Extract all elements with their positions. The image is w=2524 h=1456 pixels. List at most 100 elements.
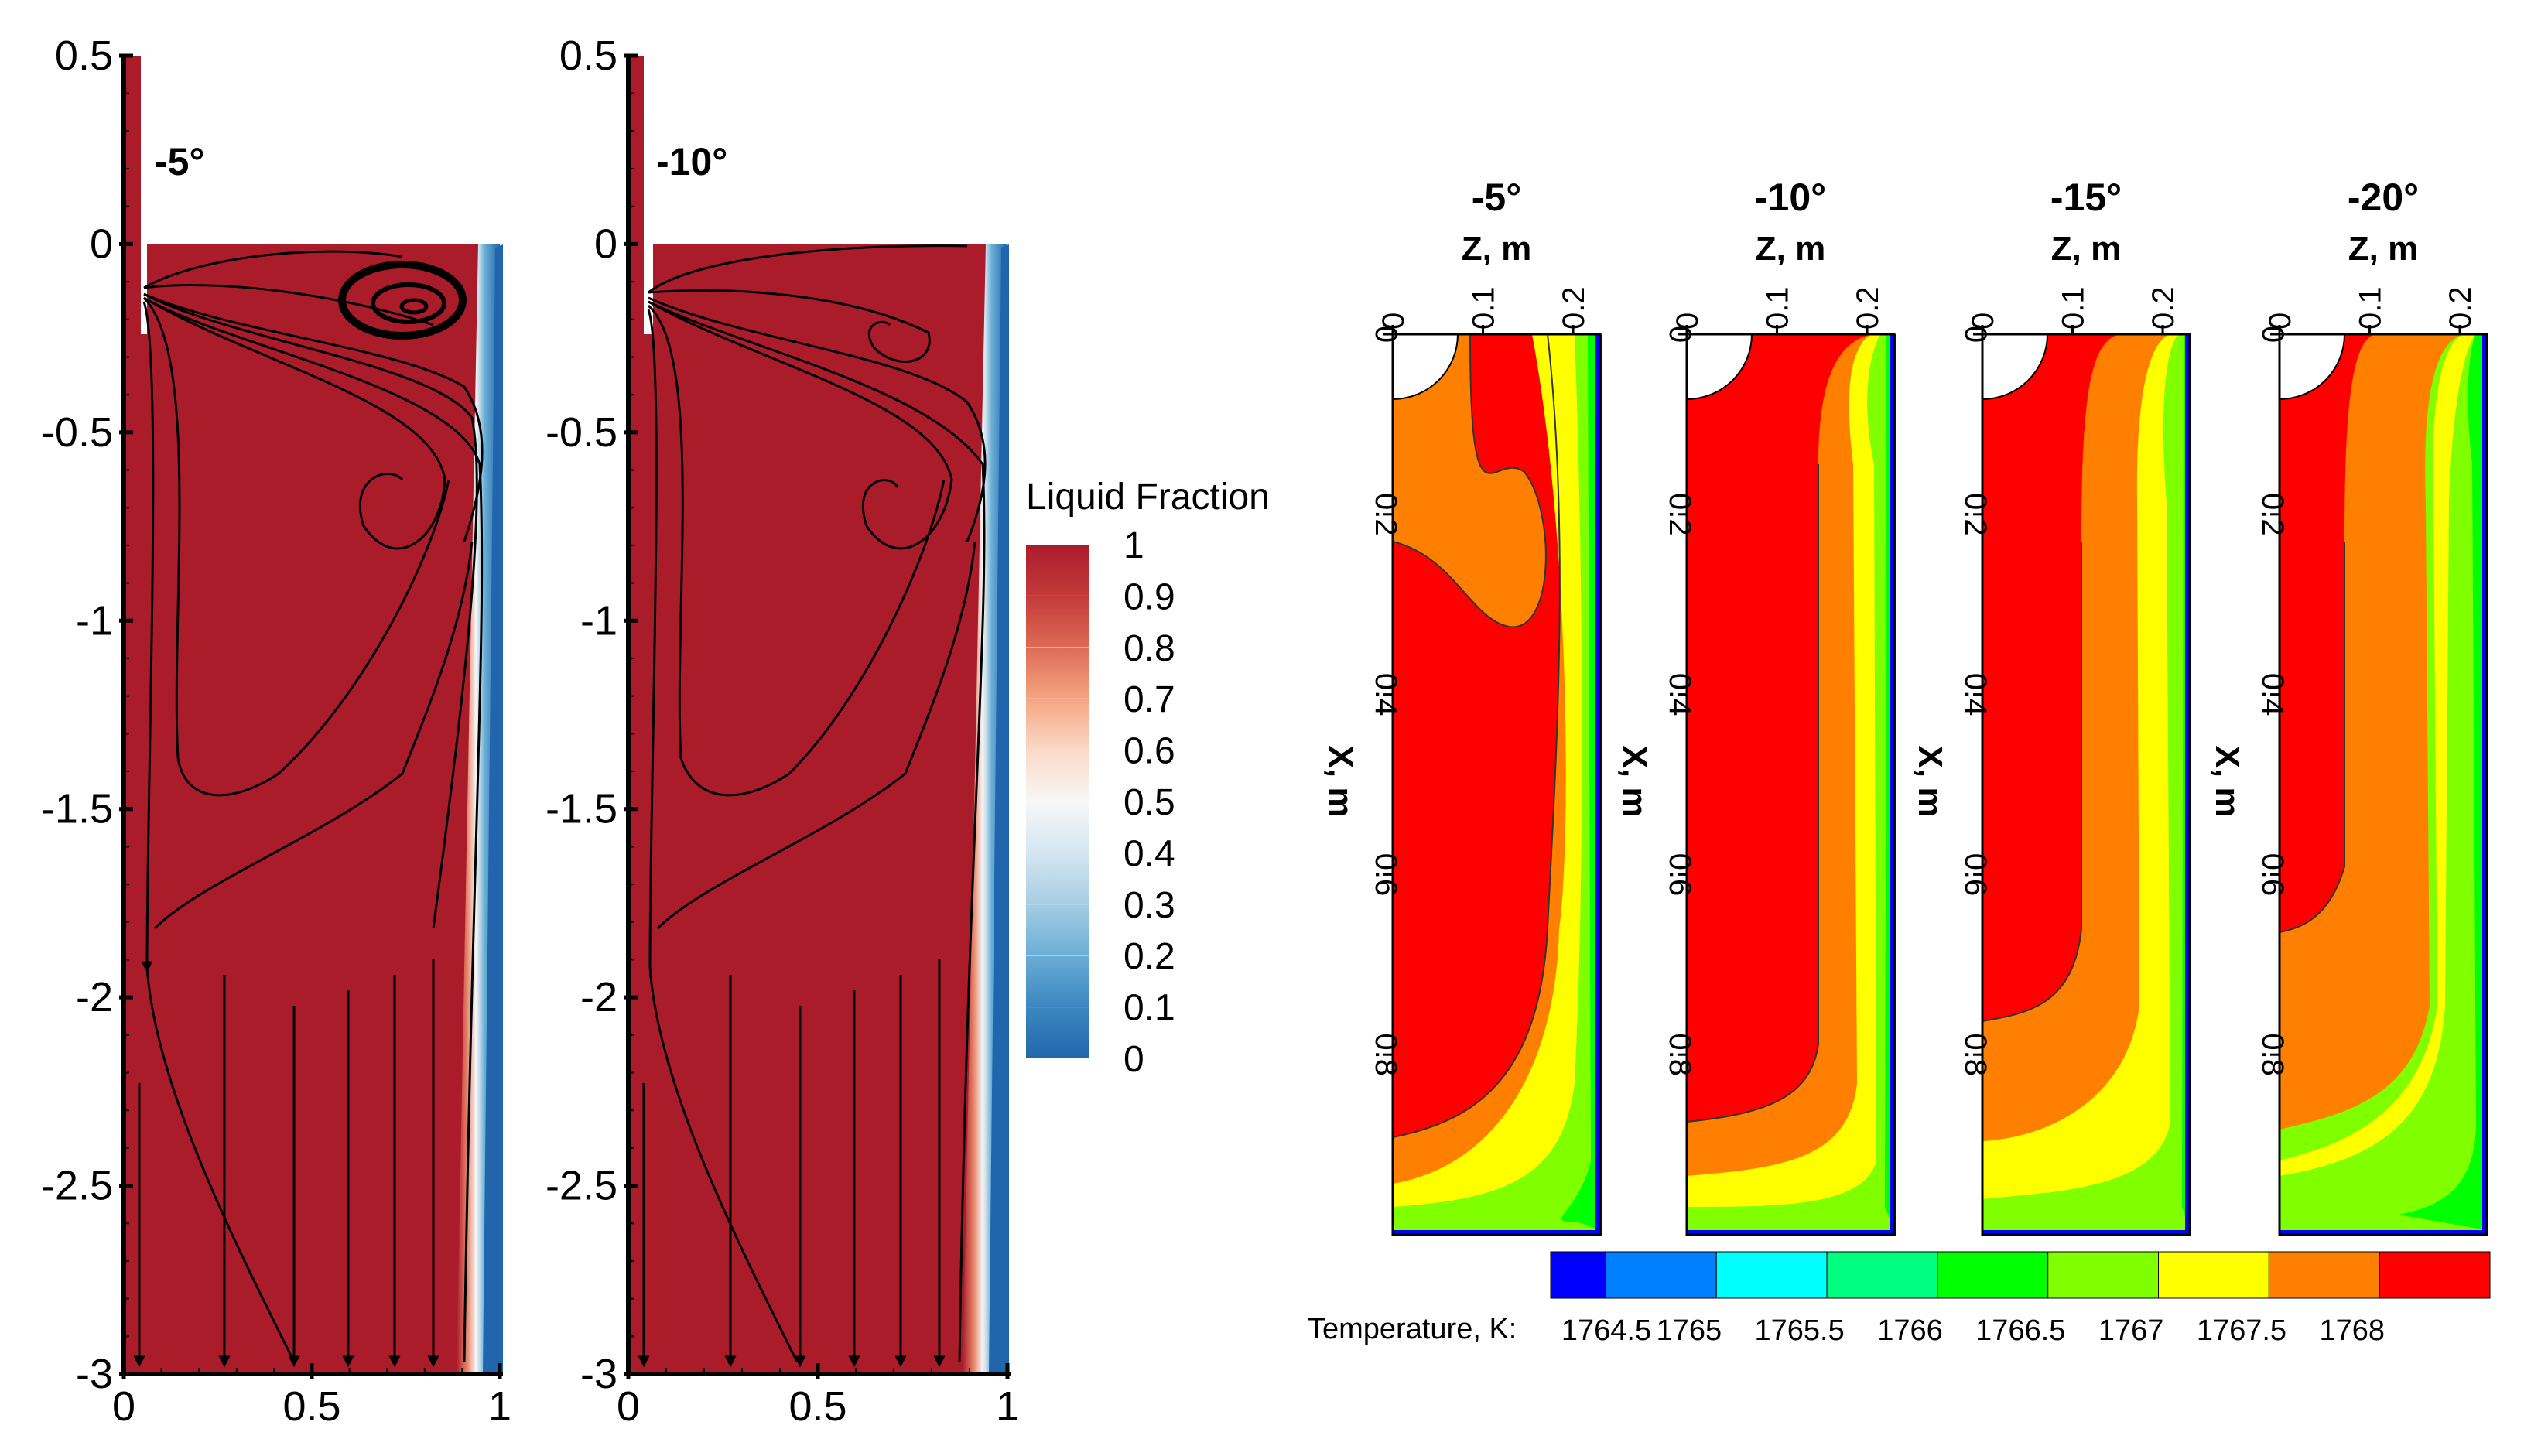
temp-colorbar-bin-4 [1937, 1251, 2049, 1299]
liquid-colorbar-tick-1: 0.9 [1123, 576, 1175, 617]
temp-ylabel-2: X, m [1616, 746, 1654, 818]
temp-nozzle-4 [2279, 333, 2346, 401]
temp-xlabel-2: Z, m [1756, 230, 1825, 268]
liquid-panel-title-2: -10° [656, 140, 727, 183]
liquid-panel-2 [626, 56, 1011, 1376]
temp-wall-2 [1890, 334, 1896, 1235]
temp-xtick-label-4-2: 0.4 [2256, 673, 2290, 716]
liquid-colorbar: Liquid Fraction 1 0.9 0.8 0.7 0.6 0.5 0.4 0.3 0.… [1026, 477, 1270, 1080]
temp-xtick-label-3-3: 0.6 [1958, 853, 1992, 897]
temp-panel-3 [1982, 333, 2191, 1236]
temp-xlabel-4: Z, m [2348, 230, 2418, 268]
liquid-ytick-label-2-0: 0.5 [559, 32, 617, 79]
temp-colorbar-tick-1: 1765 [1657, 1314, 1722, 1347]
streamlines-2 [638, 244, 987, 1368]
temp-colorbar-tick-6: 1767.5 [2197, 1314, 2286, 1347]
temperature-colorbar-title: Temperature, K: [1308, 1313, 1517, 1345]
liquid-ytick-label-1-5: -2 [76, 974, 113, 1020]
liquid-ytick-label-2-1: 0 [594, 220, 617, 267]
temp-ztick-label-1-1: 0.1 [1467, 286, 1501, 330]
liquid-domain-1 [125, 56, 500, 1374]
temp-colorbar-tick-5: 1767 [2098, 1314, 2164, 1347]
temp-frame-1 [1391, 333, 1602, 1236]
liquid-ytick-label-1-0: 0.5 [55, 32, 113, 79]
temperature-panels [1392, 333, 2488, 1236]
liquid-domain-2 [630, 56, 1007, 1374]
temp-xtick-label-1-4: 0.8 [1369, 1033, 1403, 1076]
temp-nozzle-3 [1982, 333, 2049, 401]
temp-ztick-label-1-2: 0.2 [1557, 286, 1591, 330]
liquid-colorbar-tick-8: 0.2 [1123, 936, 1175, 977]
temp-wall-bottom-2 [1687, 1230, 1896, 1236]
liquid-xtick-label-2-1: 0.5 [788, 1383, 846, 1430]
temperature-axes: -5° Z, m 0 0.1 0.2 0 0.2 0.4 0.6 0.8 X, m -10° Z, m 0… [1322, 176, 2488, 1236]
temp-colorbar-bin-3 [1826, 1251, 1938, 1299]
temp-xtick-label-1-3: 0.6 [1369, 853, 1403, 897]
temp-panel-title-2: -10° [1755, 176, 1826, 219]
temp-xtick-label-1-0: 0 [1369, 326, 1403, 343]
temp-wall-4 [2482, 334, 2488, 1235]
liquid-colorbar-tick-10: 0 [1123, 1039, 1144, 1080]
streamlines-1 [133, 250, 484, 1368]
temp-xtick-label-3-2: 0.4 [1958, 673, 1992, 716]
liquid-ytick-label-2-7: -3 [580, 1351, 617, 1397]
liquid-ytick-label-2-4: -1.5 [545, 786, 617, 832]
temp-nozzle-1 [1392, 333, 1459, 401]
temp-ztick-label-3-0: 0 [1966, 313, 2000, 330]
temp-region-1767.75-2 [1687, 334, 1894, 1235]
temp-ylabel-4: X, m [2208, 746, 2246, 818]
temp-frame-2 [1685, 333, 1896, 1236]
temp-wall-bottom-4 [2279, 1230, 2488, 1236]
temp-ztick-label-4-2: 0.2 [2444, 286, 2478, 330]
liquid-ytick-label-2-6: -2.5 [545, 1163, 617, 1209]
temp-xtick-label-1-1: 0.2 [1369, 493, 1403, 536]
liquid-colorbar-tick-3: 0.7 [1123, 679, 1175, 720]
solid-edge-2 [989, 244, 1009, 1374]
temp-xtick-label-1-2: 0.4 [1369, 673, 1403, 716]
temp-ztick-label-4-0: 0 [2263, 313, 2297, 330]
temp-colorbar-bin-7 [2268, 1251, 2380, 1299]
liquid-colorbar-title: Liquid Fraction [1026, 477, 1270, 518]
temp-colorbar-tick-4: 1766.5 [1975, 1314, 2065, 1347]
temp-colorbar-bin-6 [2158, 1251, 2269, 1299]
temp-xtick-label-4-4: 0.8 [2256, 1033, 2290, 1076]
vortex-1 [338, 261, 467, 340]
temp-ylabel-1: X, m [1322, 746, 1359, 818]
liquid-ytick-label-1-4: -1.5 [41, 786, 113, 832]
temp-xtick-label-2-4: 0.8 [1663, 1033, 1697, 1076]
liquid-xtick-label-2-2: 1 [996, 1383, 1019, 1430]
temp-ztick-label-1-0: 0 [1377, 313, 1411, 330]
temp-panel-title-1: -5° [1472, 176, 1521, 219]
liquid-ytick-label-1-2: -0.5 [41, 409, 113, 456]
temp-panel-title-3: -15° [2050, 176, 2122, 219]
temp-xlabel-3: Z, m [2051, 230, 2121, 268]
temp-panel-1 [1392, 333, 1602, 1236]
temp-xtick-label-4-1: 0.2 [2256, 493, 2290, 536]
liquid-ytick-label-2-5: -2 [580, 974, 617, 1020]
liquid-xtick-label-1-0: 0 [112, 1383, 135, 1430]
temp-wall-3 [2185, 334, 2191, 1235]
temp-xtick-label-3-4: 0.8 [1958, 1033, 1992, 1076]
temp-colorbar-bin-8 [2379, 1251, 2491, 1299]
temp-colorbar-bin-2 [1715, 1251, 1828, 1299]
liquid-colorbar-tick-2: 0.8 [1123, 628, 1175, 669]
temp-ztick-label-4-1: 0.1 [2354, 286, 2388, 330]
temp-ylabel-3: X, m [1911, 746, 1949, 818]
temp-colorbar-bin-1 [1605, 1251, 1717, 1299]
liquid-ytick-label-1-3: -1 [76, 597, 113, 644]
liquid-ytick-label-2-3: -1 [580, 597, 617, 644]
liquid-ytick-label-1-6: -2.5 [41, 1163, 113, 1209]
temp-ztick-label-3-1: 0.1 [2057, 286, 2091, 330]
temp-region-1766.75-1 [1393, 334, 1600, 1235]
liquid-colorbar-tick-6: 0.4 [1123, 833, 1175, 874]
temp-wall-bottom-1 [1393, 1230, 1602, 1236]
temp-frame-4 [2278, 333, 2488, 1236]
temp-ztick-label-3-2: 0.2 [2146, 286, 2180, 330]
temp-panel-title-4: -20° [2348, 176, 2419, 219]
temp-region-1766.75-3 [1982, 334, 2190, 1235]
liquid-xtick-label-2-0: 0 [617, 1383, 640, 1430]
temp-region-1766.25-1 [1561, 334, 1600, 1230]
temp-colorbar-tick-2: 1765.5 [1755, 1314, 1845, 1347]
temp-xlabel-1: Z, m [1462, 230, 1531, 268]
temp-ztick-label-2-1: 0.1 [1761, 286, 1795, 330]
